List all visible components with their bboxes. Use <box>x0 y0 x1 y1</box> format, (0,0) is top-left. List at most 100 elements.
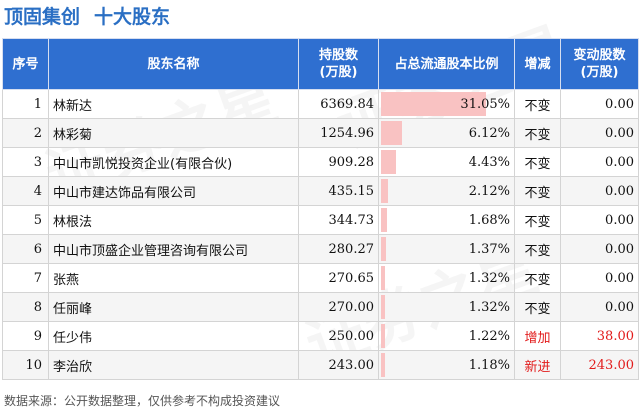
ratio-bar <box>381 179 389 203</box>
row-index: 3 <box>2 147 49 177</box>
float-ratio: 1.22% <box>468 328 510 344</box>
changed-shares: 0.00 <box>560 176 639 206</box>
shares-held: 435.15 <box>298 176 379 206</box>
float-ratio-cell: 1.18% <box>378 350 515 380</box>
changed-shares: 0.00 <box>560 118 639 148</box>
table-row: 4 中山市建达饰品有限公司 435.15 2.12% 不变 0.00 <box>2 176 639 206</box>
table-row: 10 李治欣 243.00 1.18% 新进 243.00 <box>2 350 639 380</box>
shares-held: 280.27 <box>298 234 379 264</box>
change-status: 不变 <box>514 292 561 322</box>
shareholder-name: 中山市凯悦投资企业(有限合伙) <box>48 147 299 177</box>
col-delta-header: 变动股数 (万股) <box>560 38 639 90</box>
ratio-bar <box>381 208 387 232</box>
float-ratio: 4.43% <box>468 154 510 170</box>
table-row: 2 林彩菊 1254.96 6.12% 不变 0.00 <box>2 118 639 148</box>
changed-shares: 0.00 <box>560 89 639 119</box>
change-status: 不变 <box>514 176 561 206</box>
float-ratio-cell: 1.37% <box>378 234 515 264</box>
changed-shares: 38.00 <box>560 321 639 351</box>
page-title: 顶固集创 十大股东 <box>4 2 170 32</box>
row-index: 9 <box>2 321 49 351</box>
changed-shares: 0.00 <box>560 234 639 264</box>
shares-held: 250.00 <box>298 321 379 351</box>
shareholder-name: 中山市顶盛企业管理咨询有限公司 <box>48 234 299 264</box>
company-name: 顶固集创 <box>4 6 81 28</box>
row-index: 10 <box>2 350 49 380</box>
changed-shares: 0.00 <box>560 147 639 177</box>
table-row: 1 林新达 6369.84 31.05% 不变 0.00 <box>2 89 639 119</box>
shares-held: 243.00 <box>298 350 379 380</box>
table-row: 7 张燕 270.65 1.32% 不变 0.00 <box>2 263 639 293</box>
changed-shares: 0.00 <box>560 263 639 293</box>
float-ratio: 31.05% <box>460 96 510 112</box>
ratio-bar <box>381 353 385 377</box>
ratio-bar <box>381 92 486 116</box>
change-status: 不变 <box>514 118 561 148</box>
shareholder-name: 林彩菊 <box>48 118 299 148</box>
shares-held: 1254.96 <box>298 118 379 148</box>
float-ratio: 1.37% <box>468 241 510 257</box>
change-status: 不变 <box>514 205 561 235</box>
col-shares-header: 持股数 (万股) <box>298 38 379 90</box>
table-body: 1 林新达 6369.84 31.05% 不变 0.00 2 林彩菊 1254.96 6.12% 不… <box>2 89 639 380</box>
ratio-bar <box>381 150 396 174</box>
col-name-header: 股东名称 <box>48 38 299 90</box>
shareholder-name: 任丽峰 <box>48 292 299 322</box>
float-ratio-cell: 6.12% <box>378 118 515 148</box>
row-index: 7 <box>2 263 49 293</box>
float-ratio-cell: 2.12% <box>378 176 515 206</box>
row-index: 5 <box>2 205 49 235</box>
change-status: 新进 <box>514 350 561 380</box>
float-ratio-cell: 1.32% <box>378 263 515 293</box>
table-row: 6 中山市顶盛企业管理咨询有限公司 280.27 1.37% 不变 0.00 <box>2 234 639 264</box>
ratio-bar <box>381 266 386 290</box>
float-ratio: 1.32% <box>468 270 510 286</box>
changed-shares: 0.00 <box>560 205 639 235</box>
ratio-bar <box>381 324 386 348</box>
shares-held: 270.00 <box>298 292 379 322</box>
shares-held: 909.28 <box>298 147 379 177</box>
shareholder-name: 林根法 <box>48 205 299 235</box>
shareholder-name: 中山市建达饰品有限公司 <box>48 176 299 206</box>
table-header-row: 序号 股东名称 持股数 (万股) 占总流通股本比例 增减 变动股数 (万股) <box>2 38 639 90</box>
shareholders-table: 序号 股东名称 持股数 (万股) 占总流通股本比例 增减 变动股数 (万股) 1 林新达 6369… <box>2 38 639 380</box>
float-ratio: 1.32% <box>468 299 510 315</box>
float-ratio: 1.68% <box>468 212 510 228</box>
float-ratio: 2.12% <box>468 183 510 199</box>
row-index: 6 <box>2 234 49 264</box>
float-ratio-cell: 1.22% <box>378 321 515 351</box>
change-status: 不变 <box>514 263 561 293</box>
col-ratio-header: 占总流通股本比例 <box>378 38 515 90</box>
col-index-header: 序号 <box>2 38 49 90</box>
change-status: 增加 <box>514 321 561 351</box>
section-subtitle: 十大股东 <box>94 6 171 28</box>
ratio-bar <box>381 121 402 145</box>
shares-held: 270.65 <box>298 263 379 293</box>
data-source-note: 数据来源：公开数据整理，仅供参考不构成投资建议 <box>4 394 281 408</box>
shares-held: 344.73 <box>298 205 379 235</box>
change-status: 不变 <box>514 234 561 264</box>
col-change-header: 增减 <box>514 38 561 90</box>
shareholder-name: 李治欣 <box>48 350 299 380</box>
table-row: 3 中山市凯悦投资企业(有限合伙) 909.28 4.43% 不变 0.00 <box>2 147 639 177</box>
changed-shares: 243.00 <box>560 350 639 380</box>
float-ratio-cell: 4.43% <box>378 147 515 177</box>
shareholder-name: 张燕 <box>48 263 299 293</box>
shares-held: 6369.84 <box>298 89 379 119</box>
row-index: 1 <box>2 89 49 119</box>
row-index: 4 <box>2 176 49 206</box>
table-row: 9 任少伟 250.00 1.22% 增加 38.00 <box>2 321 639 351</box>
change-status: 不变 <box>514 147 561 177</box>
float-ratio: 6.12% <box>468 125 510 141</box>
changed-shares: 0.00 <box>560 292 639 322</box>
float-ratio-cell: 31.05% <box>378 89 515 119</box>
float-ratio-cell: 1.68% <box>378 205 515 235</box>
ratio-bar <box>381 295 386 319</box>
table-row: 8 任丽峰 270.00 1.32% 不变 0.00 <box>2 292 639 322</box>
row-index: 8 <box>2 292 49 322</box>
table-row: 5 林根法 344.73 1.68% 不变 0.00 <box>2 205 639 235</box>
shareholder-name: 任少伟 <box>48 321 299 351</box>
row-index: 2 <box>2 118 49 148</box>
shareholder-name: 林新达 <box>48 89 299 119</box>
float-ratio: 1.18% <box>468 357 510 373</box>
